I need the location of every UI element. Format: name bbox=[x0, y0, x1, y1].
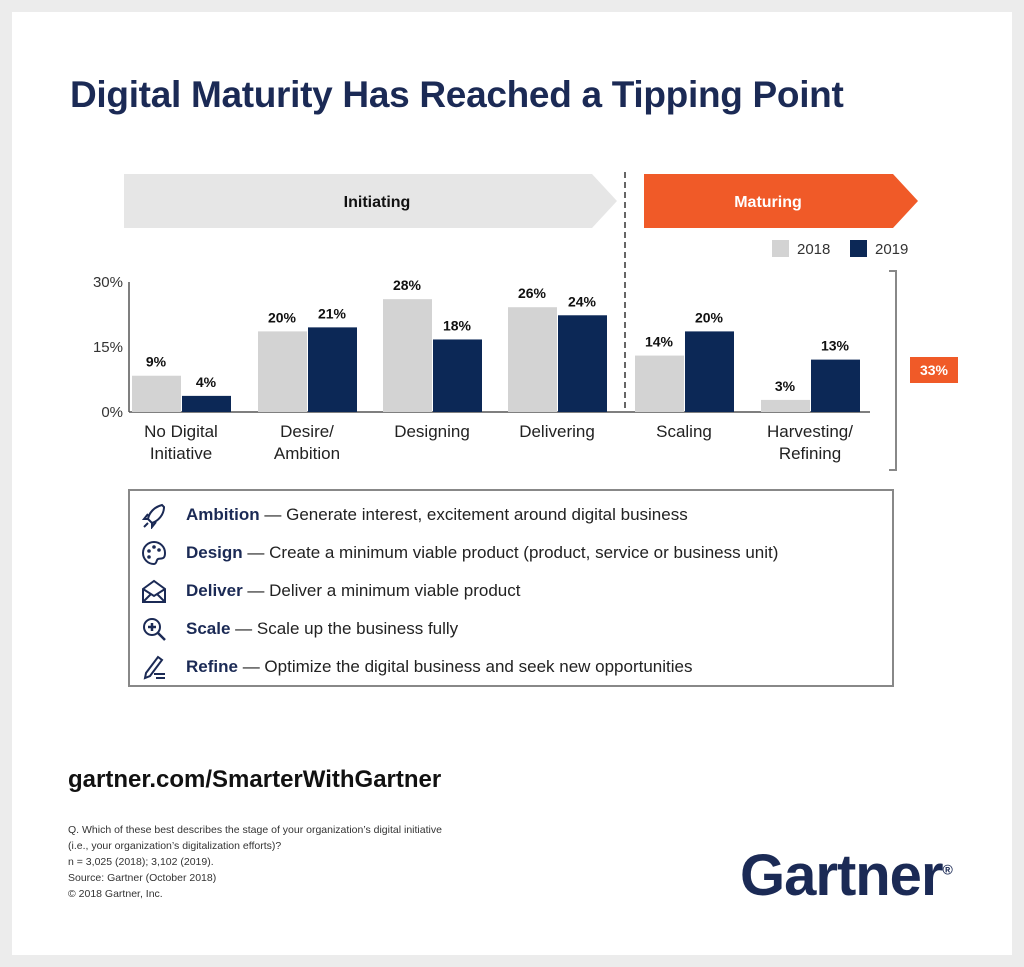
legend-swatch-2019 bbox=[850, 240, 867, 257]
y-tick-label: 30% bbox=[93, 274, 123, 291]
legend-item: Design — Create a minimum viable product… bbox=[186, 543, 778, 563]
bar-2019 bbox=[811, 359, 860, 412]
stage-legend: Ambition — Generate interest, excitement… bbox=[128, 489, 894, 687]
y-tick-label: 15% bbox=[93, 339, 123, 356]
page-title: Digital Maturity Has Reached a Tipping P… bbox=[70, 74, 844, 115]
x-tick-label: Desire/ bbox=[280, 422, 334, 441]
footnote-line: n = 3,025 (2018); 3,102 (2019). bbox=[68, 856, 214, 868]
x-tick-label: Scaling bbox=[656, 422, 712, 441]
legend-description: — Optimize the digital business and seek… bbox=[237, 657, 693, 676]
footnote-line: Source: Gartner (October 2018) bbox=[68, 872, 217, 884]
phase-initiating-arrow bbox=[124, 174, 617, 228]
data-label: 26% bbox=[518, 285, 547, 301]
x-tick-label: Delivering bbox=[519, 422, 595, 441]
legend-description: — Deliver a minimum viable product bbox=[242, 581, 521, 600]
data-label: 3% bbox=[775, 378, 796, 394]
magnify-plus-icon bbox=[140, 615, 168, 643]
bar-2018 bbox=[508, 307, 557, 412]
x-tick-label: Initiative bbox=[150, 444, 212, 463]
logo-text: Gartner bbox=[740, 843, 944, 908]
legend-label-2018: 2018 bbox=[797, 241, 830, 258]
legend-term: Deliver bbox=[186, 581, 243, 600]
envelope-icon bbox=[140, 577, 168, 605]
phase-initiating-label: Initiating bbox=[344, 194, 411, 211]
rocket-icon bbox=[140, 501, 168, 529]
bar-2019 bbox=[685, 331, 734, 412]
bar-2019 bbox=[558, 315, 607, 412]
phase-maturing-arrow bbox=[644, 174, 918, 228]
legend-term: Scale bbox=[186, 619, 231, 638]
phase-maturing-label: Maturing bbox=[734, 194, 802, 211]
legend-description: — Generate interest, excitement around d… bbox=[259, 505, 688, 524]
legend-swatch-2018 bbox=[772, 240, 789, 257]
footnote-line: Q. Which of these best describes the sta… bbox=[68, 824, 442, 836]
footnotes: Q. Which of these best describes the sta… bbox=[68, 822, 442, 902]
bar-2018 bbox=[132, 375, 181, 412]
footnote-line: (i.e., your organization’s digitalizatio… bbox=[68, 840, 282, 852]
legend-item: Deliver — Deliver a minimum viable produ… bbox=[186, 581, 520, 601]
data-label: 24% bbox=[568, 293, 597, 309]
infographic: Digital Maturity Has Reached a Tipping P… bbox=[12, 12, 1012, 955]
maturing-total-badge bbox=[910, 357, 958, 383]
x-tick-label: Refining bbox=[779, 444, 841, 463]
data-label: 28% bbox=[393, 277, 422, 293]
data-label: 21% bbox=[318, 305, 347, 321]
bar-2018 bbox=[761, 399, 810, 412]
x-tick-label: Ambition bbox=[274, 444, 340, 463]
legend-label-2019: 2019 bbox=[875, 241, 908, 258]
y-tick-label: 0% bbox=[101, 404, 123, 421]
data-label: 9% bbox=[146, 354, 167, 370]
bar-2019 bbox=[182, 395, 231, 412]
data-label: 4% bbox=[196, 374, 217, 390]
bar-2019 bbox=[308, 327, 357, 412]
pen-list-icon bbox=[140, 653, 168, 681]
maturing-total-label: 33% bbox=[920, 362, 949, 378]
legend-term: Ambition bbox=[186, 505, 260, 524]
x-tick-label: Designing bbox=[394, 422, 470, 441]
data-label: 20% bbox=[695, 309, 724, 325]
gartner-logo: Gartner® bbox=[740, 843, 953, 908]
maturing-bracket bbox=[889, 270, 897, 471]
bar-2018 bbox=[635, 355, 684, 412]
legend-term: Refine bbox=[186, 657, 238, 676]
palette-icon bbox=[140, 539, 168, 567]
x-tick-label: No Digital bbox=[144, 422, 218, 441]
bar-2019 bbox=[433, 339, 482, 412]
source-url[interactable]: gartner.com/SmarterWithGartner bbox=[68, 766, 442, 793]
legend-description: — Create a minimum viable product (produ… bbox=[242, 543, 779, 562]
legend-description: — Scale up the business fully bbox=[230, 619, 459, 638]
legend-item: Ambition — Generate interest, excitement… bbox=[186, 505, 688, 525]
legend-term: Design bbox=[186, 543, 243, 562]
data-label: 20% bbox=[268, 309, 297, 325]
legend-item: Refine — Optimize the digital business a… bbox=[186, 657, 693, 677]
data-label: 13% bbox=[821, 338, 850, 354]
footnote-line: © 2018 Gartner, Inc. bbox=[68, 888, 163, 900]
x-tick-label: Harvesting/ bbox=[767, 422, 853, 441]
data-label: 18% bbox=[443, 317, 472, 333]
bar-2018 bbox=[383, 299, 432, 412]
legend-item: Scale — Scale up the business fully bbox=[186, 619, 458, 639]
bar-chart: Initiating Maturing 2018 2019 0% 15% 30% 9% 4% No… bbox=[93, 172, 958, 471]
data-label: 14% bbox=[645, 334, 674, 350]
bar-2018 bbox=[258, 331, 307, 412]
